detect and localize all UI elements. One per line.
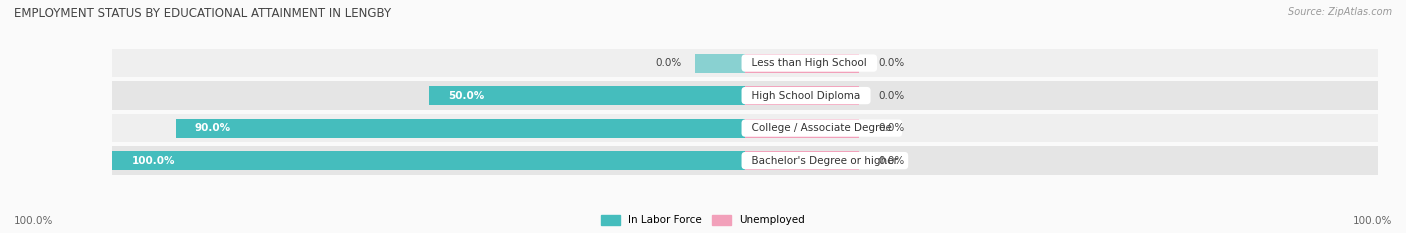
Legend: In Labor Force, Unemployed: In Labor Force, Unemployed <box>600 215 806 226</box>
Text: 100.0%: 100.0% <box>1353 216 1392 226</box>
Text: 0.0%: 0.0% <box>655 58 682 68</box>
Bar <box>745 119 859 137</box>
Bar <box>745 54 859 72</box>
Text: High School Diploma: High School Diploma <box>745 91 868 101</box>
Bar <box>695 54 745 72</box>
Text: College / Associate Degree: College / Associate Degree <box>745 123 898 133</box>
Text: EMPLOYMENT STATUS BY EDUCATIONAL ATTAINMENT IN LENGBY: EMPLOYMENT STATUS BY EDUCATIONAL ATTAINM… <box>14 7 391 20</box>
Text: 100.0%: 100.0% <box>14 216 53 226</box>
Text: 50.0%: 50.0% <box>447 91 484 101</box>
Text: 0.0%: 0.0% <box>877 156 904 166</box>
Text: 90.0%: 90.0% <box>194 123 231 133</box>
Text: 100.0%: 100.0% <box>132 156 174 166</box>
Bar <box>429 86 745 105</box>
Bar <box>745 86 859 105</box>
Text: 0.0%: 0.0% <box>877 91 904 101</box>
Bar <box>112 114 1378 142</box>
Bar <box>176 119 745 137</box>
Bar <box>112 81 1378 110</box>
Bar <box>112 49 1378 77</box>
Bar <box>745 151 859 170</box>
Text: Source: ZipAtlas.com: Source: ZipAtlas.com <box>1288 7 1392 17</box>
Text: Less than High School: Less than High School <box>745 58 873 68</box>
Bar <box>112 151 745 170</box>
Text: 0.0%: 0.0% <box>877 58 904 68</box>
Text: Bachelor's Degree or higher: Bachelor's Degree or higher <box>745 156 904 166</box>
Bar <box>112 146 1378 175</box>
Text: 0.0%: 0.0% <box>877 123 904 133</box>
